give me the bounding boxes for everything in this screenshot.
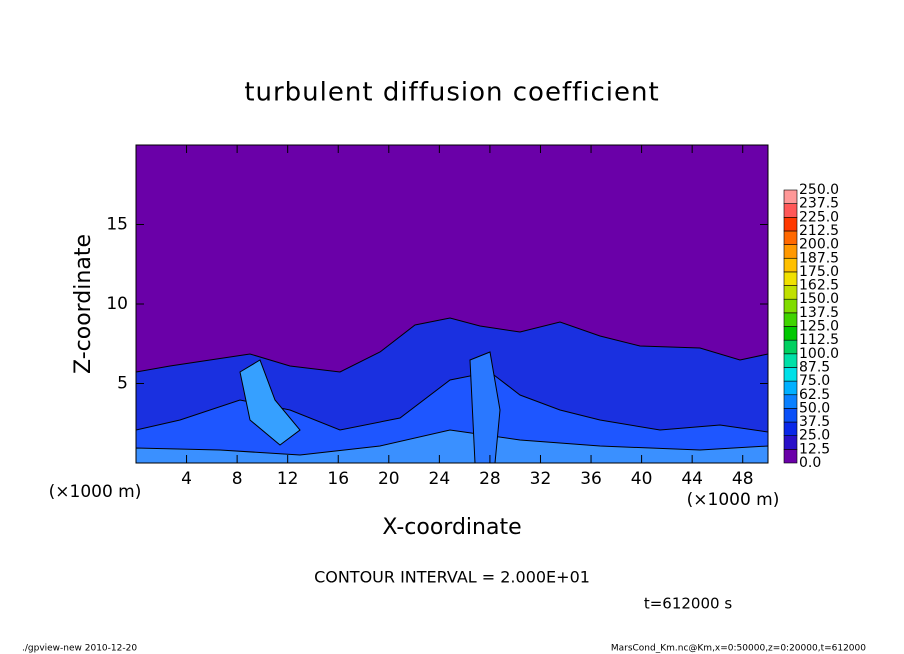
colorbar-label: 75.0 xyxy=(799,373,830,389)
x-tick-label: 36 xyxy=(580,469,602,489)
colorbar-band xyxy=(783,435,798,450)
colorbar-band xyxy=(783,271,798,286)
x-tick-label: 12 xyxy=(277,469,299,489)
colorbar-band xyxy=(783,203,798,218)
colorbar-label: 187.5 xyxy=(799,250,839,266)
field-region xyxy=(469,351,501,464)
colorbar-band xyxy=(783,217,798,232)
x-unit: (×1000 m) xyxy=(687,490,780,510)
x-tick-label: 4 xyxy=(181,469,192,489)
colorbar-label: 87.5 xyxy=(799,359,830,375)
x-tick-label: 28 xyxy=(479,469,501,489)
y-axis-label: Z-coordinate xyxy=(71,234,96,374)
colorbar-label: 12.5 xyxy=(799,441,830,457)
chart-title: turbulent diffusion coefficient xyxy=(244,78,659,108)
y-tick-label: 10 xyxy=(106,294,128,314)
time-label: t=612000 s xyxy=(644,595,732,613)
colorbar-label: 25.0 xyxy=(799,428,830,444)
colorbar-band xyxy=(783,380,798,396)
x-axis-label: X-coordinate xyxy=(382,515,521,540)
colorbar-band xyxy=(783,339,798,355)
y-tick-label: 5 xyxy=(117,374,128,394)
colorbar-label: 100.0 xyxy=(799,346,839,362)
colorbar-label: 237.5 xyxy=(799,196,839,212)
x-tick-label: 20 xyxy=(378,469,400,489)
colorbar-label: 150.0 xyxy=(799,291,839,307)
colorbar-band xyxy=(783,298,798,314)
colorbar-label: 125.0 xyxy=(799,319,839,335)
x-tick-label: 24 xyxy=(429,469,451,489)
x-tick-label: 48 xyxy=(732,469,754,489)
colorbar-band xyxy=(783,244,798,259)
colorbar-band xyxy=(783,421,798,436)
x-tick-label: 44 xyxy=(681,469,703,489)
colorbar-label: 37.5 xyxy=(799,414,830,430)
colorbar-label: 62.5 xyxy=(799,387,830,403)
x-tick-label: 8 xyxy=(232,469,243,489)
colorbar-label: 162.5 xyxy=(799,278,839,294)
colorbar-label: 212.5 xyxy=(799,223,839,239)
footer-right: MarsCond_Km.nc@Km,x=0:50000,z=0:20000,t=… xyxy=(611,644,866,654)
colorbar-band xyxy=(783,394,798,409)
colorbar-band xyxy=(783,230,798,245)
colorbar-band xyxy=(783,189,798,204)
colorbar-band xyxy=(783,257,798,273)
colorbar-label: 50.0 xyxy=(799,400,830,416)
colorbar-band xyxy=(783,353,798,368)
x-tick-label: 32 xyxy=(530,469,552,489)
colorbar-band xyxy=(783,408,798,423)
colorbar-band xyxy=(783,367,798,382)
colorbar-label: 175.0 xyxy=(799,264,839,280)
contour-interval: CONTOUR INTERVAL = 2.000E+01 xyxy=(314,568,590,587)
colorbar-label: 225.0 xyxy=(799,209,839,225)
colorbar-label: 250.0 xyxy=(799,182,839,198)
colorbar-band xyxy=(783,326,798,341)
footer-left: ./gpview-new 2010-12-20 xyxy=(22,644,137,654)
colorbar-band xyxy=(783,312,798,327)
colorbar-label: 200.0 xyxy=(799,237,839,253)
y-tick-label: 15 xyxy=(106,215,128,235)
x-tick-label: 40 xyxy=(631,469,653,489)
colorbar-label: 137.5 xyxy=(799,305,839,321)
x-tick-label: 16 xyxy=(327,469,349,489)
field-region xyxy=(239,359,301,446)
colorbar-band xyxy=(783,285,798,300)
colorbar-band xyxy=(783,449,798,464)
colorbar-label: 0.0 xyxy=(799,455,821,471)
colorbar-label: 112.5 xyxy=(799,332,839,348)
field xyxy=(135,145,769,464)
x-unit-left: (×1000 m) xyxy=(49,482,142,502)
